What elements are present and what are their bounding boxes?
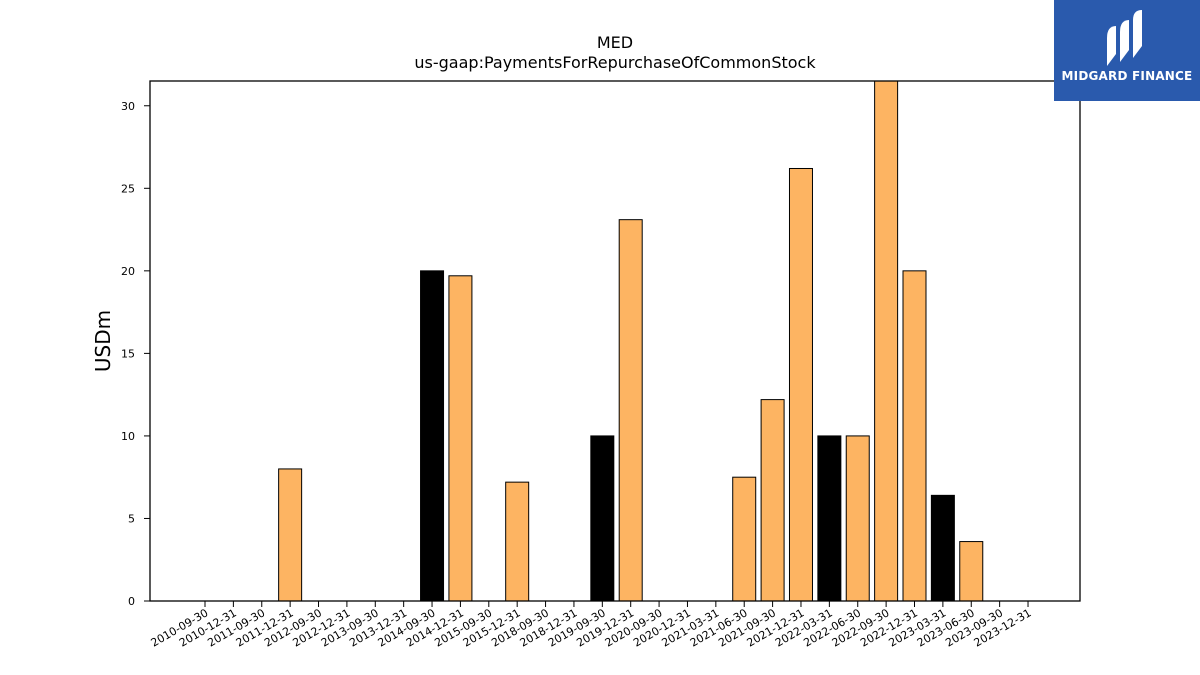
y-tick-label: 5 bbox=[128, 512, 135, 525]
bar-2019-09-30 bbox=[590, 435, 615, 602]
bar-2021-09-30 bbox=[760, 399, 785, 602]
y-tick-label: 20 bbox=[121, 265, 135, 278]
bar-2021-12-31 bbox=[788, 167, 813, 602]
bar-2023-03-31 bbox=[930, 494, 955, 602]
y-tick-label: 0 bbox=[128, 595, 135, 608]
y-tick-label: 10 bbox=[121, 430, 135, 443]
bar-2022-09-30 bbox=[874, 80, 899, 602]
y-tick-label: 15 bbox=[121, 347, 135, 360]
y-tick-label: 30 bbox=[121, 100, 135, 113]
logo-text: MIDGARD FINANCE bbox=[1061, 69, 1193, 83]
chart-subtitle: us-gaap:PaymentsForRepurchaseOfCommonSto… bbox=[414, 53, 816, 72]
bar-2022-12-31 bbox=[902, 270, 927, 602]
midgard-finance-logo: MIDGARD FINANCE bbox=[1054, 0, 1200, 101]
plot-frame bbox=[149, 80, 1081, 602]
bar-2019-12-31 bbox=[618, 219, 643, 602]
bar-2015-12-31 bbox=[505, 481, 530, 602]
bar-2014-12-31 bbox=[448, 275, 473, 602]
y-tick-label: 25 bbox=[121, 182, 135, 195]
bar-2014-09-30 bbox=[420, 270, 445, 602]
midgard-logo-icon bbox=[1107, 10, 1142, 66]
bar-2021-06-30 bbox=[732, 476, 757, 602]
bar-2011-12-31 bbox=[278, 468, 303, 602]
bar-2023-06-30 bbox=[959, 541, 984, 602]
y-axis-label: USDm bbox=[91, 310, 115, 372]
bar-2022-06-30 bbox=[845, 435, 870, 602]
bar-2022-03-31 bbox=[817, 435, 842, 602]
chart-title: MED bbox=[597, 33, 633, 52]
